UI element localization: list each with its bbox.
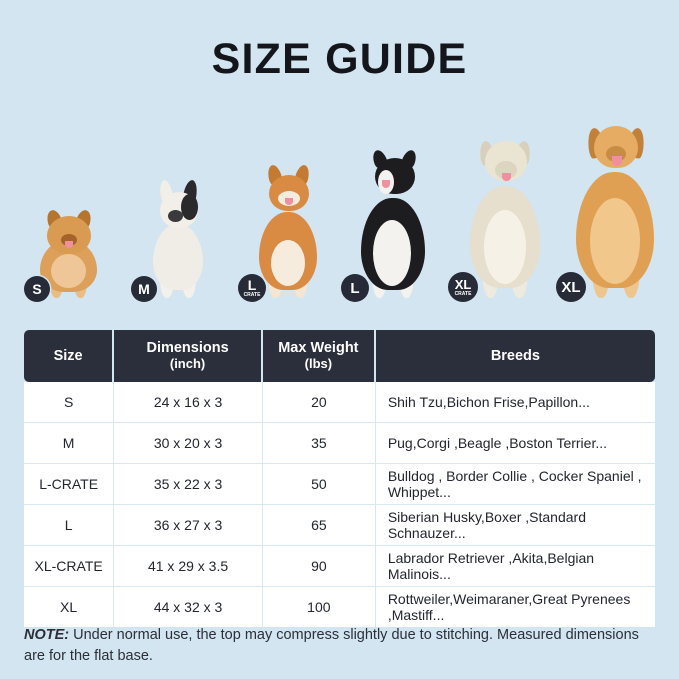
- cell-dimensions: 41 x 29 x 3.5: [114, 546, 263, 587]
- dog-illustration-shiba-inu: [244, 163, 330, 298]
- table-row: M 30 x 20 x 3 35 Pug,Corgi ,Beagle ,Bost…: [24, 423, 655, 464]
- table-row: XL-CRATE 41 x 29 x 3.5 90 Labrador Retri…: [24, 546, 655, 587]
- size-badge-l-crate: L CRATE: [238, 274, 266, 302]
- footer-note: NOTE: Under normal use, the top may comp…: [24, 625, 648, 667]
- cell-dimensions: 24 x 16 x 3: [114, 382, 263, 423]
- dog-illustration-labrador-retriever: [454, 135, 552, 298]
- dog-illustration-border-collie: [347, 148, 437, 298]
- footer-note-text: Under normal use, the top may compress s…: [24, 627, 639, 665]
- dog-slot-s: S: [24, 208, 106, 302]
- column-header-size: Size: [24, 330, 115, 382]
- column-header-max-weight: Max Weight (lbs): [262, 330, 376, 382]
- dog-illustration-pomeranian: [30, 208, 106, 298]
- cell-dimensions: 36 x 27 x 3: [114, 505, 263, 546]
- cell-breeds: Bulldog , Border Collie , Cocker Spaniel…: [375, 464, 655, 505]
- size-badge-s: S: [24, 276, 50, 302]
- table-row: L 36 x 27 x 3 65 Siberian Husky,Boxer ,S…: [24, 505, 655, 546]
- table-row: S 24 x 16 x 3 20 Shih Tzu,Bichon Frise,P…: [24, 382, 655, 423]
- cell-size: M: [24, 423, 115, 464]
- size-badge-m: M: [131, 276, 157, 302]
- page-title: SIZE GUIDE: [211, 35, 468, 83]
- dog-slot-m: M: [131, 179, 217, 302]
- size-guide-table: Size Dimensions (inch) Max Weight (lbs) …: [24, 330, 655, 627]
- size-badge-xl: XL: [556, 272, 586, 302]
- table-body: S 24 x 16 x 3 20 Shih Tzu,Bichon Frise,P…: [24, 382, 655, 627]
- footer-note-label: NOTE:: [24, 627, 70, 643]
- dog-slot-l: L: [341, 148, 437, 302]
- size-badge-l: L: [341, 274, 369, 302]
- cell-max-weight: 50: [262, 464, 376, 505]
- cell-size: L-CRATE: [24, 464, 115, 505]
- table-header-row: Size Dimensions (inch) Max Weight (lbs) …: [24, 330, 655, 382]
- cell-breeds: Shih Tzu,Bichon Frise,Papillon...: [375, 382, 655, 423]
- cell-size: L: [24, 505, 115, 546]
- cell-dimensions: 30 x 20 x 3: [114, 423, 263, 464]
- cell-breeds: Rottweiler,Weimaraner,Great Pyrenees ,Ma…: [375, 587, 655, 627]
- size-badge-l-crate-sublabel: CRATE: [243, 292, 261, 298]
- cell-size: XL: [24, 587, 115, 627]
- column-header-breeds: Breeds: [375, 330, 655, 382]
- cell-breeds: Labrador Retriever ,Akita,Belgian Malino…: [375, 546, 655, 587]
- cell-max-weight: 35: [262, 423, 376, 464]
- dog-slot-xl-crate: XL CRATE: [448, 135, 552, 302]
- dog-slot-l-crate: L CRATE: [238, 163, 330, 302]
- dog-illustration-golden-retriever: [562, 120, 666, 298]
- cell-max-weight: 65: [262, 505, 376, 546]
- cell-max-weight: 90: [262, 546, 376, 587]
- size-badge-m-label: M: [138, 281, 150, 297]
- column-header-dimensions-label: Dimensions: [146, 340, 229, 357]
- column-header-breeds-label: Breeds: [490, 347, 540, 364]
- column-header-size-label: Size: [53, 347, 83, 364]
- column-header-dimensions-unit: (inch): [169, 355, 206, 371]
- dog-slot-xl: XL: [556, 120, 666, 302]
- cell-dimensions: 44 x 32 x 3: [114, 587, 263, 627]
- dog-size-lineup: S M L: [22, 120, 657, 302]
- size-badge-l-crate-label: L: [247, 277, 257, 293]
- column-header-max-weight-unit: (lbs): [304, 355, 333, 371]
- cell-size: XL-CRATE: [24, 546, 115, 587]
- table-row: XL 44 x 32 x 3 100 Rottweiler,Weimaraner…: [24, 587, 655, 627]
- cell-size: S: [24, 382, 115, 423]
- table-row: L-CRATE 35 x 22 x 3 50 Bulldog , Border …: [24, 464, 655, 505]
- column-header-max-weight-label: Max Weight: [278, 340, 359, 357]
- size-badge-l-label: L: [350, 279, 360, 297]
- size-badge-xl-crate-label: XL: [454, 276, 472, 292]
- dog-illustration-french-bulldog: [137, 179, 217, 298]
- size-badge-xl-crate: XL CRATE: [448, 272, 478, 302]
- cell-breeds: Siberian Husky,Boxer ,Standard Schnauzer…: [375, 505, 655, 546]
- size-badge-s-label: S: [32, 281, 42, 297]
- cell-breeds: Pug,Corgi ,Beagle ,Boston Terrier...: [375, 423, 655, 464]
- table-header: Size Dimensions (inch) Max Weight (lbs) …: [24, 330, 655, 382]
- cell-dimensions: 35 x 22 x 3: [114, 464, 263, 505]
- size-badge-xl-label: XL: [561, 278, 581, 296]
- cell-max-weight: 100: [262, 587, 376, 627]
- cell-max-weight: 20: [262, 382, 376, 423]
- size-badge-xl-crate-sublabel: CRATE: [454, 290, 472, 297]
- column-header-dimensions: Dimensions (inch): [114, 330, 263, 382]
